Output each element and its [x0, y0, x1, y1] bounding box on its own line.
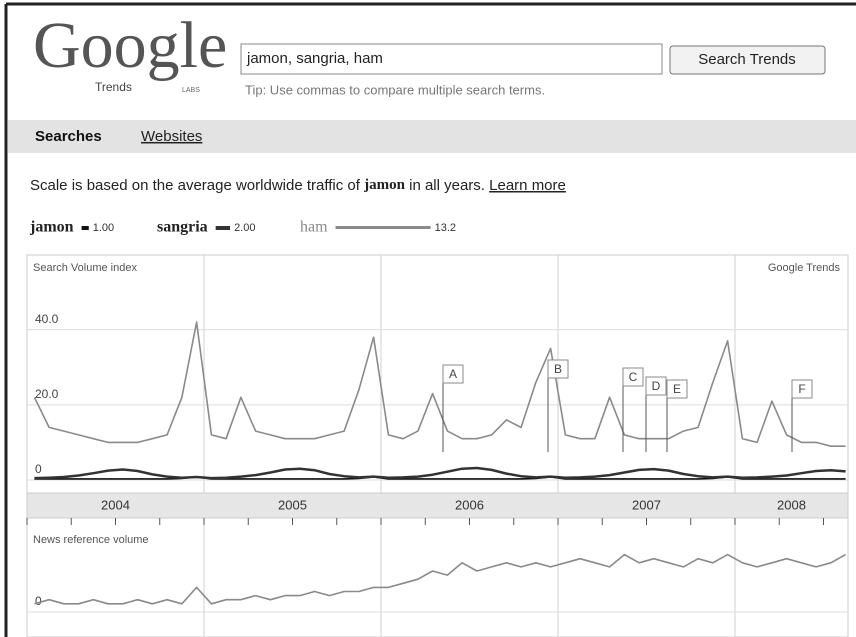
year-label: 2007	[632, 497, 661, 512]
scale-prefix: Scale is based on the average worldwide …	[30, 177, 361, 194]
year-label: 2005	[278, 497, 307, 512]
legend-name: sangria	[157, 219, 208, 236]
legend-swatch	[336, 226, 431, 229]
scale-suffix: in all years.	[409, 177, 485, 194]
search-button-label: Search Trends	[698, 51, 796, 68]
y-tick-label: 20.0	[35, 387, 59, 401]
logo-labs: LABS	[182, 87, 200, 94]
tip: Tip: Use commas to compare multiple sear…	[245, 82, 545, 97]
tab-bar	[8, 120, 856, 153]
search-value: jamon, sangria, ham	[246, 50, 383, 67]
legend-value: 1.00	[93, 222, 114, 234]
y-tick-label: 40.0	[35, 312, 59, 326]
scale-term: jamon	[363, 177, 405, 193]
legend-swatch	[82, 226, 89, 230]
year-label: 2008	[777, 497, 806, 512]
annotation-label: C	[629, 370, 638, 384]
annotation-label: A	[449, 367, 457, 381]
logo-sub: Trends	[95, 80, 132, 94]
annotation-label: F	[798, 382, 805, 396]
annotation-label: B	[554, 362, 562, 376]
learn-more[interactable]: Learn more	[489, 177, 566, 194]
scale-note: Scale is based on the average worldwide …	[30, 177, 566, 194]
annotation-label: D	[652, 379, 661, 393]
page: Google Trends LABS jamon, sangria, ham S…	[0, 0, 856, 637]
time-axis	[27, 493, 848, 518]
tab[interactable]: Websites	[141, 128, 202, 145]
legend-name: ham	[300, 219, 328, 236]
annotation-label: E	[673, 382, 681, 396]
panel-title: Search Volume index	[33, 262, 137, 274]
panel-title: News reference volume	[33, 534, 149, 546]
logo: Google	[33, 9, 227, 82]
legend-name: jamon	[29, 219, 74, 236]
year-label: 2006	[455, 497, 484, 512]
legend-swatch	[216, 226, 230, 230]
legend-value: 13.2	[435, 222, 456, 234]
source-label: Google Trends	[768, 262, 841, 274]
tab-active[interactable]: Searches	[35, 128, 102, 145]
screen: Google Trends LABS jamon, sangria, ham S…	[0, 0, 856, 637]
legend-value: 2.00	[234, 222, 255, 234]
year-label: 2004	[101, 497, 130, 512]
y-tick-label: 0	[35, 462, 42, 476]
